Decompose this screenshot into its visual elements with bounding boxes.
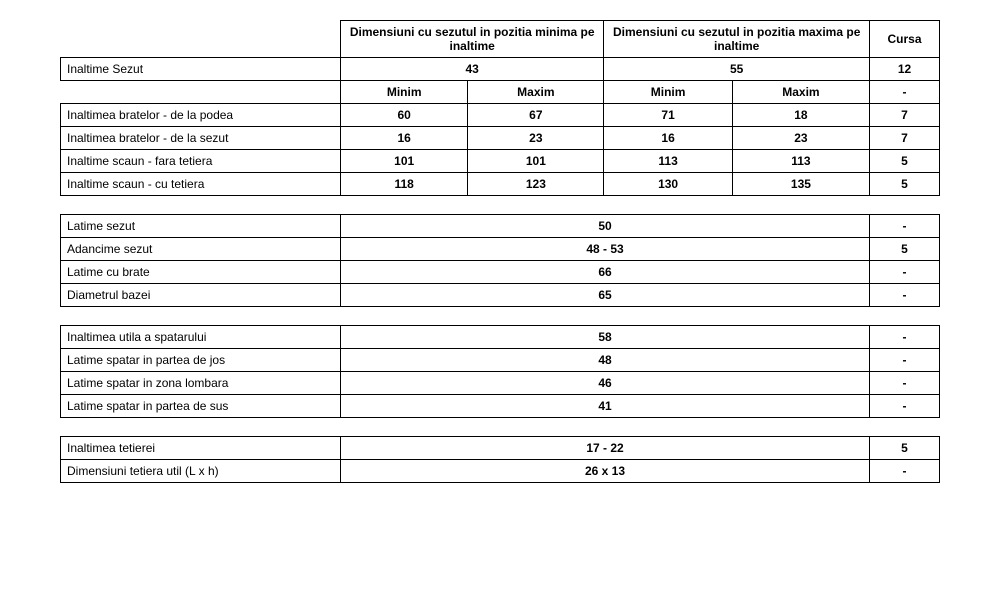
dimensions-table-1: Dimensiuni cu sezutul in pozitia minima … xyxy=(60,20,940,196)
seat-height-label: Inaltime Sezut xyxy=(61,58,341,81)
table-row: Inaltimea bratelor - de la podea 60 67 7… xyxy=(61,104,940,127)
table-row: Inaltime scaun - fara tetiera 101 101 11… xyxy=(61,150,940,173)
dimensions-table-2: Latime sezut 50 - Adancime sezut 48 - 53… xyxy=(60,214,940,307)
sub-minim-1: Minim xyxy=(341,81,468,104)
row-cursa: 5 xyxy=(870,437,940,460)
row-c4: 23 xyxy=(732,127,869,150)
table-row: Dimensiuni tetiera util (L x h) 26 x 13 … xyxy=(61,460,940,483)
row-cursa: 5 xyxy=(870,238,940,261)
sub-maxim-1: Maxim xyxy=(468,81,604,104)
row-label: Latime cu brate xyxy=(61,261,341,284)
row-label: Latime spatar in partea de sus xyxy=(61,395,341,418)
table-row: Inaltimea tetierei 17 - 22 5 xyxy=(61,437,940,460)
row-label: Latime spatar in zona lombara xyxy=(61,372,341,395)
table-row: Latime cu brate 66 - xyxy=(61,261,940,284)
row-value: 17 - 22 xyxy=(341,437,870,460)
seat-height-max: 55 xyxy=(604,58,870,81)
row-c3: 71 xyxy=(604,104,732,127)
row-value: 58 xyxy=(341,326,870,349)
dimensions-table-4: Inaltimea tetierei 17 - 22 5 Dimensiuni … xyxy=(60,436,940,483)
row-label: Inaltime scaun - fara tetiera xyxy=(61,150,341,173)
row-c2: 123 xyxy=(468,173,604,196)
row-c1: 118 xyxy=(341,173,468,196)
row-cursa: 7 xyxy=(870,127,940,150)
row-c3: 16 xyxy=(604,127,732,150)
row-value: 26 x 13 xyxy=(341,460,870,483)
row-value: 48 xyxy=(341,349,870,372)
header-cursa: Cursa xyxy=(870,21,940,58)
row-c1: 60 xyxy=(341,104,468,127)
row-label: Inaltimea tetierei xyxy=(61,437,341,460)
row-cursa: - xyxy=(870,284,940,307)
dimensions-table-3: Inaltimea utila a spatarului 58 - Latime… xyxy=(60,325,940,418)
row-c4: 113 xyxy=(732,150,869,173)
table-row: Latime spatar in partea de jos 48 - xyxy=(61,349,940,372)
table-row: Inaltime scaun - cu tetiera 118 123 130 … xyxy=(61,173,940,196)
row-cursa: - xyxy=(870,326,940,349)
header-pos-min: Dimensiuni cu sezutul in pozitia minima … xyxy=(341,21,604,58)
row-label: Inaltimea bratelor - de la podea xyxy=(61,104,341,127)
row-cursa: 5 xyxy=(870,173,940,196)
row-c4: 135 xyxy=(732,173,869,196)
row-label: Dimensiuni tetiera util (L x h) xyxy=(61,460,341,483)
sub-maxim-2: Maxim xyxy=(732,81,869,104)
table-row: Inaltimea utila a spatarului 58 - xyxy=(61,326,940,349)
header-pos-max: Dimensiuni cu sezutul in pozitia maxima … xyxy=(604,21,870,58)
row-label: Inaltime scaun - cu tetiera xyxy=(61,173,341,196)
row-c3: 113 xyxy=(604,150,732,173)
row-value: 50 xyxy=(341,215,870,238)
row-value: 46 xyxy=(341,372,870,395)
row-label: Adancime sezut xyxy=(61,238,341,261)
row-cursa: - xyxy=(870,460,940,483)
seat-height-cursa: 12 xyxy=(870,58,940,81)
table-row: Latime spatar in partea de sus 41 - xyxy=(61,395,940,418)
row-c2: 101 xyxy=(468,150,604,173)
row-cursa: - xyxy=(870,261,940,284)
table-row: Diametrul bazei 65 - xyxy=(61,284,940,307)
row-c2: 23 xyxy=(468,127,604,150)
table-row: Adancime sezut 48 - 53 5 xyxy=(61,238,940,261)
row-label: Inaltimea bratelor - de la sezut xyxy=(61,127,341,150)
table-row: Inaltimea bratelor - de la sezut 16 23 1… xyxy=(61,127,940,150)
row-label: Diametrul bazei xyxy=(61,284,341,307)
row-c2: 67 xyxy=(468,104,604,127)
row-cursa: - xyxy=(870,349,940,372)
row-label: Inaltimea utila a spatarului xyxy=(61,326,341,349)
blank-header xyxy=(61,21,341,58)
seat-height-min: 43 xyxy=(341,58,604,81)
row-value: 41 xyxy=(341,395,870,418)
blank-subheader xyxy=(61,81,341,104)
table-row: Latime sezut 50 - xyxy=(61,215,940,238)
row-cursa: - xyxy=(870,395,940,418)
row-cursa: 5 xyxy=(870,150,940,173)
table-row: Latime spatar in zona lombara 46 - xyxy=(61,372,940,395)
row-label: Latime spatar in partea de jos xyxy=(61,349,341,372)
row-cursa: - xyxy=(870,372,940,395)
row-cursa: 7 xyxy=(870,104,940,127)
row-value: 48 - 53 xyxy=(341,238,870,261)
row-value: 65 xyxy=(341,284,870,307)
row-c1: 101 xyxy=(341,150,468,173)
row-value: 66 xyxy=(341,261,870,284)
row-c1: 16 xyxy=(341,127,468,150)
row-label: Latime sezut xyxy=(61,215,341,238)
row-c3: 130 xyxy=(604,173,732,196)
sub-cursa-dash: - xyxy=(870,81,940,104)
row-c4: 18 xyxy=(732,104,869,127)
row-cursa: - xyxy=(870,215,940,238)
sub-minim-2: Minim xyxy=(604,81,732,104)
